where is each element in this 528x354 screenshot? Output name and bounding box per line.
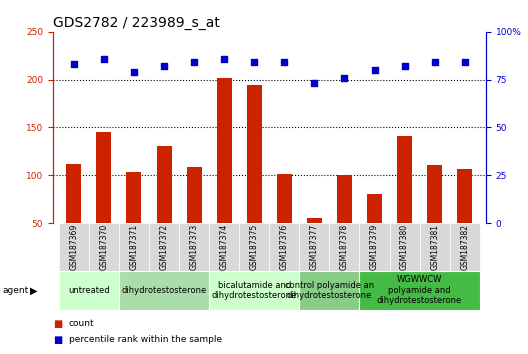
Point <box>460 59 469 65</box>
Bar <box>450 223 480 271</box>
Bar <box>67 164 81 271</box>
Bar <box>209 223 239 271</box>
Text: GSM187377: GSM187377 <box>310 224 319 270</box>
Bar <box>239 223 269 271</box>
Text: GSM187373: GSM187373 <box>190 224 199 270</box>
Bar <box>89 223 119 271</box>
Text: GSM187372: GSM187372 <box>159 224 168 270</box>
Bar <box>59 271 119 310</box>
Point <box>310 81 318 86</box>
Text: GSM187371: GSM187371 <box>129 224 138 270</box>
Text: GSM187369: GSM187369 <box>69 224 78 270</box>
Point <box>160 63 168 69</box>
Bar <box>329 223 360 271</box>
Point <box>70 62 78 67</box>
Bar <box>427 165 442 271</box>
Text: count: count <box>69 319 95 329</box>
Bar <box>269 223 299 271</box>
Bar <box>149 223 179 271</box>
Bar <box>360 223 390 271</box>
Text: bicalutamide and
dihydrotestosterone: bicalutamide and dihydrotestosterone <box>212 281 297 300</box>
Text: GSM187382: GSM187382 <box>460 224 469 270</box>
Point <box>190 59 199 65</box>
Bar <box>367 194 382 271</box>
Bar <box>119 271 209 310</box>
Text: GSM187374: GSM187374 <box>220 224 229 270</box>
Bar <box>186 167 202 271</box>
Text: ▶: ▶ <box>30 285 37 295</box>
Text: WGWWCW
polyamide and
dihydrotestosterone: WGWWCW polyamide and dihydrotestosterone <box>377 275 462 305</box>
Text: GSM187370: GSM187370 <box>99 224 108 270</box>
Text: GSM187378: GSM187378 <box>340 224 349 270</box>
Bar <box>299 271 360 310</box>
Point <box>340 75 348 81</box>
Point <box>220 56 229 62</box>
Text: control polyamide an
dihydrotestosterone: control polyamide an dihydrotestosterone <box>285 281 374 300</box>
Text: GSM187379: GSM187379 <box>370 224 379 270</box>
Point <box>370 67 379 73</box>
Bar <box>277 174 292 271</box>
Bar <box>299 223 329 271</box>
Point <box>400 63 409 69</box>
Text: untreated: untreated <box>68 286 110 295</box>
Bar <box>179 223 209 271</box>
Bar <box>216 78 232 271</box>
Bar <box>97 132 111 271</box>
Bar <box>119 223 149 271</box>
Text: percentile rank within the sample: percentile rank within the sample <box>69 335 222 344</box>
Text: GDS2782 / 223989_s_at: GDS2782 / 223989_s_at <box>53 16 220 30</box>
Bar <box>390 223 420 271</box>
Bar <box>360 271 480 310</box>
Text: ■: ■ <box>53 319 62 329</box>
Text: GSM187375: GSM187375 <box>250 224 259 270</box>
Bar <box>337 175 352 271</box>
Text: GSM187380: GSM187380 <box>400 224 409 270</box>
Bar <box>156 145 172 271</box>
Bar <box>307 218 322 271</box>
Bar <box>397 136 412 271</box>
Text: agent: agent <box>3 286 29 295</box>
Point <box>130 69 138 75</box>
Text: dihydrotestosterone: dihydrotestosterone <box>121 286 206 295</box>
Bar <box>247 85 262 271</box>
Bar <box>420 223 450 271</box>
Text: ■: ■ <box>53 335 62 345</box>
Point <box>100 56 108 62</box>
Bar <box>457 170 472 271</box>
Text: GSM187376: GSM187376 <box>280 224 289 270</box>
Bar <box>209 271 299 310</box>
Point <box>250 59 259 65</box>
Point <box>280 59 288 65</box>
Text: GSM187381: GSM187381 <box>430 224 439 270</box>
Bar <box>127 172 142 271</box>
Point <box>430 59 439 65</box>
Bar <box>59 223 89 271</box>
